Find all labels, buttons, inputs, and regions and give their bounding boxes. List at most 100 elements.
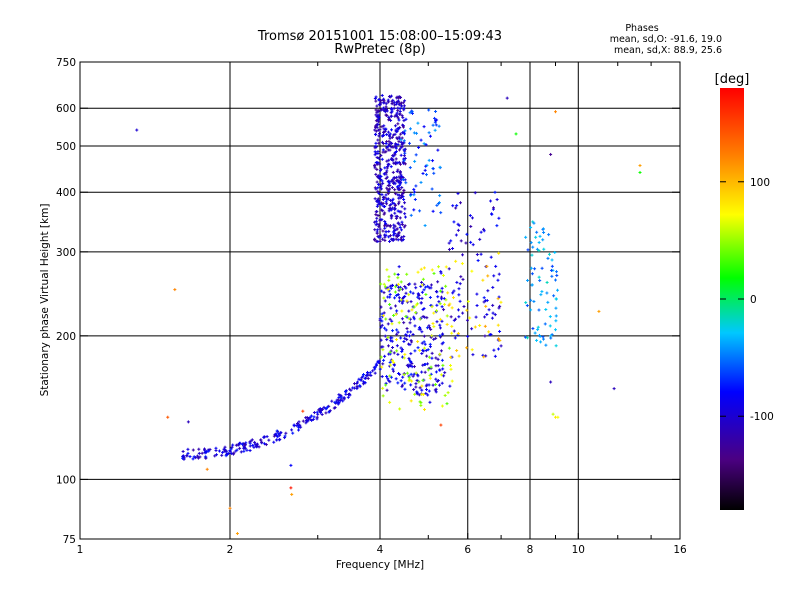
- data-point: [442, 297, 446, 301]
- chart-subtitle: RwPretec (8p): [334, 42, 425, 57]
- data-point: [387, 235, 391, 239]
- data-point: [351, 386, 355, 390]
- data-point: [196, 456, 200, 460]
- data-point: [304, 421, 308, 425]
- data-point: [395, 95, 399, 99]
- data-point: [186, 447, 190, 451]
- data-point: [474, 315, 478, 319]
- data-point: [395, 185, 399, 189]
- data-point: [529, 308, 533, 312]
- data-point: [433, 116, 437, 120]
- data-point: [378, 103, 382, 107]
- data-point: [430, 305, 434, 309]
- data-point: [358, 384, 362, 388]
- data-point: [373, 365, 377, 369]
- data-point: [416, 340, 420, 344]
- data-point: [411, 374, 415, 378]
- data-point: [454, 206, 458, 210]
- data-point: [476, 259, 480, 263]
- data-point: [388, 284, 392, 288]
- data-point: [456, 192, 460, 196]
- data-point: [377, 131, 381, 135]
- data-point: [275, 438, 279, 442]
- data-point: [483, 334, 487, 338]
- data-point: [400, 205, 404, 209]
- data-point: [408, 358, 412, 362]
- data-point: [213, 454, 217, 458]
- data-point: [398, 107, 402, 111]
- data-point: [455, 280, 459, 284]
- data-point: [424, 164, 428, 168]
- data-point: [290, 428, 294, 432]
- data-point: [397, 148, 401, 152]
- data-point: [465, 232, 469, 236]
- data-point: [397, 200, 401, 204]
- data-point: [390, 101, 394, 105]
- data-point: [432, 171, 436, 175]
- data-point: [390, 135, 394, 139]
- data-point: [546, 256, 550, 260]
- data-point: [434, 109, 438, 113]
- data-point: [389, 339, 393, 343]
- data-point: [431, 159, 435, 163]
- data-point: [458, 201, 462, 205]
- data-point: [427, 158, 431, 162]
- data-point: [404, 117, 408, 121]
- data-point: [315, 410, 319, 414]
- data-point: [430, 351, 434, 355]
- data-point: [491, 285, 495, 289]
- data-point: [409, 213, 413, 217]
- data-point: [410, 365, 414, 369]
- data-point: [382, 291, 386, 295]
- data-point: [434, 387, 438, 391]
- data-point: [306, 419, 310, 423]
- data-point: [451, 291, 455, 295]
- data-point: [422, 340, 426, 344]
- data-point: [425, 383, 429, 387]
- data-point: [389, 286, 393, 290]
- data-point: [482, 355, 486, 359]
- data-point: [383, 285, 387, 289]
- data-point: [437, 368, 441, 372]
- data-point: [548, 315, 552, 319]
- data-point: [392, 223, 396, 227]
- x-tick-label: 1: [77, 544, 84, 556]
- data-point: [454, 317, 458, 321]
- data-point: [385, 202, 389, 206]
- data-point: [391, 154, 395, 158]
- data-point: [375, 123, 379, 127]
- data-point: [231, 443, 235, 447]
- data-point: [432, 271, 436, 275]
- data-point: [393, 228, 397, 232]
- data-point: [326, 405, 330, 409]
- data-point: [457, 287, 461, 291]
- colorbar-tick-label: -100: [750, 411, 774, 423]
- data-point: [391, 197, 395, 201]
- data-point: [465, 318, 469, 322]
- data-point: [400, 355, 404, 359]
- data-point: [439, 349, 443, 353]
- data-point: [443, 393, 447, 397]
- data-point: [435, 203, 439, 207]
- data-point: [485, 264, 489, 268]
- data-point: [289, 486, 293, 490]
- data-point: [220, 453, 224, 457]
- data-point: [413, 392, 417, 396]
- data-point: [392, 226, 396, 230]
- data-point: [540, 290, 544, 294]
- data-point: [420, 296, 424, 300]
- colorbar-ticks: 100 0 -100: [720, 177, 774, 423]
- data-point: [418, 348, 422, 352]
- data-point: [449, 355, 453, 359]
- data-point: [397, 118, 401, 122]
- data-point: [422, 334, 426, 338]
- data-point: [397, 96, 401, 100]
- data-point: [400, 104, 404, 108]
- data-point: [388, 374, 392, 378]
- data-point: [388, 224, 392, 228]
- data-point: [400, 383, 404, 387]
- data-point: [412, 187, 416, 191]
- data-point: [530, 272, 534, 276]
- data-point: [400, 317, 404, 321]
- data-point: [393, 192, 397, 196]
